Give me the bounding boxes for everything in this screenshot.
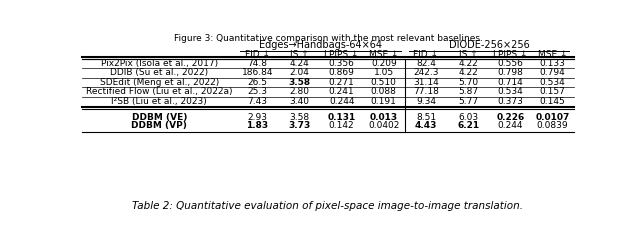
Text: 0.191: 0.191 — [371, 97, 397, 106]
Text: 4.24: 4.24 — [290, 59, 309, 68]
Text: Figure 3: Quantitative comparison with the most relevant baselines.: Figure 3: Quantitative comparison with t… — [173, 34, 483, 43]
Text: 0.142: 0.142 — [329, 121, 355, 130]
Text: 82.4: 82.4 — [416, 59, 436, 68]
Text: 0.356: 0.356 — [329, 59, 355, 68]
Text: Table 2: Quantitative evaluation of pixel-space image-to-image translation.: Table 2: Quantitative evaluation of pixe… — [132, 201, 524, 210]
Text: 1.83: 1.83 — [246, 121, 268, 130]
Text: 3.58: 3.58 — [289, 113, 310, 122]
Text: 7.43: 7.43 — [247, 97, 268, 106]
Text: 31.14: 31.14 — [413, 78, 439, 87]
Text: 2.93: 2.93 — [247, 113, 268, 122]
Text: 0.373: 0.373 — [497, 97, 524, 106]
Text: 0.714: 0.714 — [497, 78, 523, 87]
Text: 77.18: 77.18 — [413, 87, 439, 96]
Text: 0.0107: 0.0107 — [535, 113, 570, 122]
Text: DDBM (VE): DDBM (VE) — [132, 113, 187, 122]
Text: 0.241: 0.241 — [329, 87, 355, 96]
Text: 0.131: 0.131 — [328, 113, 356, 122]
Text: Rectified Flow (Liu et al., 2022a): Rectified Flow (Liu et al., 2022a) — [86, 87, 232, 96]
Text: 0.244: 0.244 — [329, 97, 355, 106]
Text: 0.794: 0.794 — [540, 68, 565, 77]
Text: 0.534: 0.534 — [497, 87, 523, 96]
Text: 242.3: 242.3 — [413, 68, 438, 77]
Text: IS ↑: IS ↑ — [459, 50, 477, 59]
Text: 9.34: 9.34 — [416, 97, 436, 106]
Text: MSE ↓: MSE ↓ — [369, 50, 399, 59]
Text: I²SB (Liu et al., 2023): I²SB (Liu et al., 2023) — [111, 97, 207, 106]
Text: LPIPS ↓: LPIPS ↓ — [493, 50, 527, 59]
Text: 3.73: 3.73 — [289, 121, 310, 130]
Text: 0.157: 0.157 — [540, 87, 565, 96]
Text: 4.43: 4.43 — [415, 121, 437, 130]
Text: DDIB (Su et al., 2022): DDIB (Su et al., 2022) — [110, 68, 209, 77]
Text: MSE ↓: MSE ↓ — [538, 50, 567, 59]
Text: 0.133: 0.133 — [540, 59, 565, 68]
Text: 0.798: 0.798 — [497, 68, 524, 77]
Text: 0.088: 0.088 — [371, 87, 397, 96]
Text: 5.87: 5.87 — [458, 87, 478, 96]
Text: 5.77: 5.77 — [458, 97, 478, 106]
Text: Edges→Handbags-64×64: Edges→Handbags-64×64 — [259, 40, 382, 50]
Text: 6.21: 6.21 — [457, 121, 479, 130]
Text: 0.226: 0.226 — [496, 113, 524, 122]
Text: 5.70: 5.70 — [458, 78, 478, 87]
Text: FID ↓: FID ↓ — [245, 50, 270, 59]
Text: 0.869: 0.869 — [329, 68, 355, 77]
Text: 0.534: 0.534 — [540, 78, 565, 87]
Text: 4.22: 4.22 — [458, 59, 478, 68]
Text: 2.04: 2.04 — [289, 68, 309, 77]
Text: 4.22: 4.22 — [458, 68, 478, 77]
Text: IS ↑: IS ↑ — [290, 50, 309, 59]
Text: 74.8: 74.8 — [247, 59, 268, 68]
Text: LPIPS ↓: LPIPS ↓ — [324, 50, 359, 59]
Text: 186.84: 186.84 — [241, 68, 273, 77]
Text: 6.03: 6.03 — [458, 113, 478, 122]
Text: 0.510: 0.510 — [371, 78, 397, 87]
Text: SDEdit (Meng et al., 2022): SDEdit (Meng et al., 2022) — [100, 78, 219, 87]
Text: 3.40: 3.40 — [289, 97, 310, 106]
Text: 0.556: 0.556 — [497, 59, 524, 68]
Text: DIODE-256×256: DIODE-256×256 — [449, 40, 529, 50]
Text: 0.244: 0.244 — [497, 121, 523, 130]
Text: DDBM (VP): DDBM (VP) — [131, 121, 188, 130]
Text: 8.51: 8.51 — [416, 113, 436, 122]
Text: 0.145: 0.145 — [540, 97, 565, 106]
Text: Pix2Pix (Isola et al., 2017): Pix2Pix (Isola et al., 2017) — [100, 59, 218, 68]
Text: 2.80: 2.80 — [289, 87, 310, 96]
Text: 0.209: 0.209 — [371, 59, 397, 68]
Text: 0.271: 0.271 — [329, 78, 355, 87]
Text: 0.0839: 0.0839 — [536, 121, 568, 130]
Text: 3.58: 3.58 — [289, 78, 310, 87]
Text: 25.3: 25.3 — [247, 87, 268, 96]
Text: 1.05: 1.05 — [374, 68, 394, 77]
Text: FID ↓: FID ↓ — [413, 50, 438, 59]
Text: 0.0402: 0.0402 — [368, 121, 399, 130]
Text: 26.5: 26.5 — [247, 78, 268, 87]
Text: 0.013: 0.013 — [370, 113, 398, 122]
